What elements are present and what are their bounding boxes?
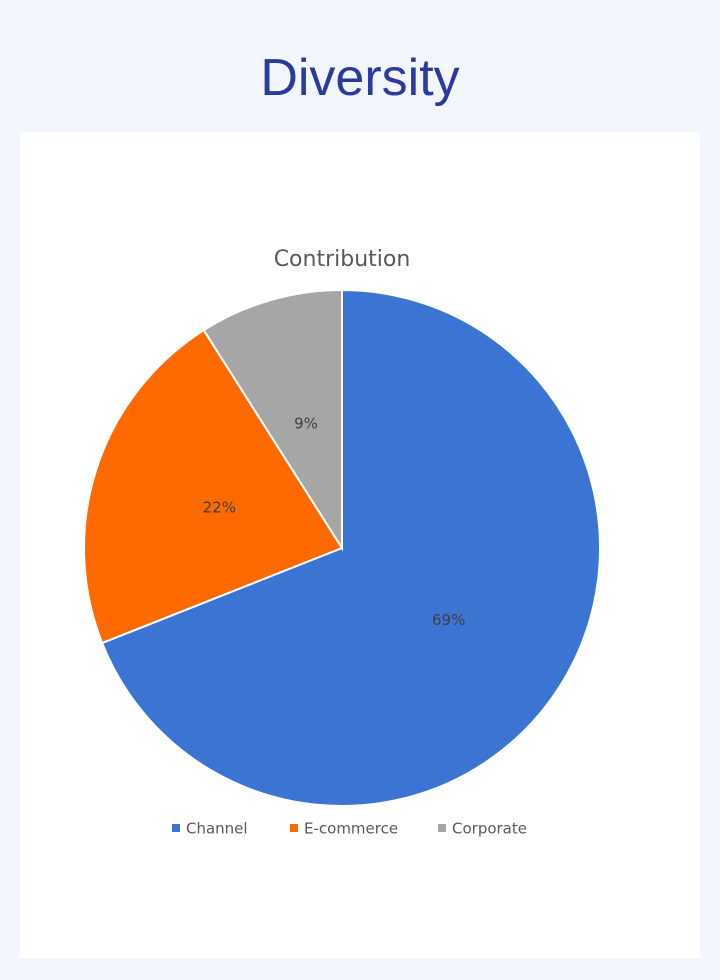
- pie-slice: [100, 288, 601, 807]
- legend-label: Corporate: [452, 820, 527, 838]
- data-label: 69%: [432, 611, 465, 629]
- data-label: 9%: [294, 415, 318, 433]
- page-heading: Diversity: [260, 49, 460, 107]
- pie-slice: [202, 288, 343, 552]
- legend-swatch: [438, 824, 446, 832]
- data-label: 22%: [203, 499, 236, 517]
- legend-swatch: [290, 824, 298, 832]
- legend-swatch: [172, 824, 180, 832]
- pie-slice: [83, 328, 344, 645]
- chart: Contribution 69% 22% 9% Channel E-commerce Co…: [83, 247, 601, 838]
- legend-label: Channel: [186, 820, 248, 838]
- legend-label: E-commerce: [304, 820, 398, 838]
- chart-title: Contribution: [274, 247, 411, 272]
- chart-panel: Contribution 69% 22% 9% Channel E-commerce Co…: [20, 132, 700, 958]
